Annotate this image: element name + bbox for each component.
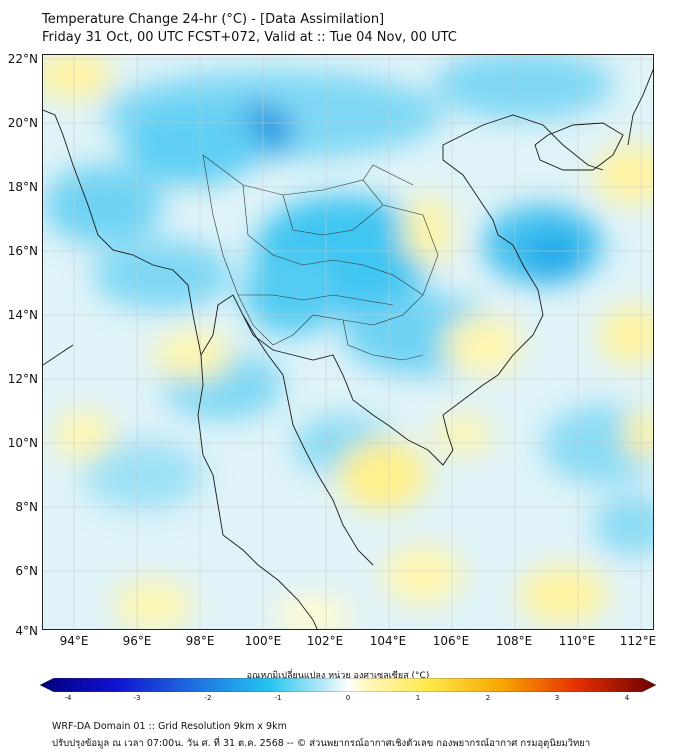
lat-label: 4°N xyxy=(15,624,38,638)
colorbar-tick: 3 xyxy=(554,694,560,702)
lon-label: 98°E xyxy=(185,634,215,648)
colorbar-title: อุณหภูมิเปลี่ยนแปลง หน่วย องศาเซลเซียส (… xyxy=(246,671,430,681)
temperature-field xyxy=(43,55,653,629)
footer-credit: ปรับปรุงข้อมูล ณ เวลา 07:00น. วัน ศ. ที่… xyxy=(52,738,591,749)
lon-label: 102°E xyxy=(306,634,344,648)
map-subtitle: Friday 31 Oct, 00 UTC FCST+072, Valid at… xyxy=(42,30,457,45)
lat-label: 22°N xyxy=(7,52,38,66)
colorbar-tick: 0 xyxy=(345,694,351,702)
lat-label: 12°N xyxy=(7,372,38,386)
colorbar-tick: -3 xyxy=(133,694,141,702)
colorbar-tick: -2 xyxy=(204,694,212,702)
lat-label: 14°N xyxy=(7,308,38,322)
lon-label: 106°E xyxy=(432,634,470,648)
colorbar-tick: 1 xyxy=(415,694,421,702)
lon-label: 104°E xyxy=(369,634,407,648)
lat-label: 10°N xyxy=(7,436,38,450)
lat-label: 8°N xyxy=(15,500,38,514)
lat-label: 6°N xyxy=(15,564,38,578)
lon-label: 100°E xyxy=(244,634,282,648)
lon-label: 112°E xyxy=(619,634,657,648)
colorbar-tick: -4 xyxy=(64,694,72,702)
lon-label: 94°E xyxy=(59,634,89,648)
colorbar-tick: -1 xyxy=(274,694,282,702)
lat-label: 18°N xyxy=(7,180,38,194)
map-panel[interactable] xyxy=(42,54,654,630)
lon-label: 108°E xyxy=(495,634,533,648)
coastlines xyxy=(43,68,653,629)
lat-label: 16°N xyxy=(7,244,38,258)
colorbar xyxy=(40,678,656,692)
colorbar-tick: 2 xyxy=(485,694,491,702)
colorbar-tick: 4 xyxy=(624,694,630,702)
temperature-map xyxy=(43,55,653,629)
lat-label: 20°N xyxy=(7,116,38,130)
lon-label: 96°E xyxy=(122,634,152,648)
province-borders xyxy=(202,154,439,361)
graticule xyxy=(43,55,653,629)
footer-model-info: WRF-DA Domain 01 :: Grid Resolution 9km … xyxy=(52,721,287,732)
lon-label: 110°E xyxy=(558,634,596,648)
map-title: Temperature Change 24-hr (°C) - [Data As… xyxy=(42,12,385,27)
